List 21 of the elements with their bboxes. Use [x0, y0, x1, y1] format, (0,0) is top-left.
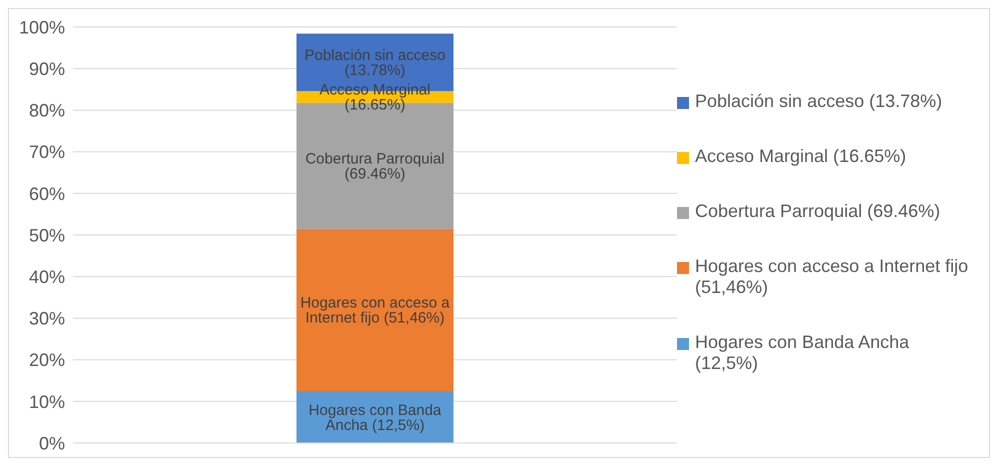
y-tick-label: 10% — [28, 392, 65, 412]
legend-label: Hogares con Banda Ancha (12,5%) — [695, 332, 910, 374]
legend-label: Acceso Marginal (16.65%) — [695, 146, 906, 166]
y-tick-label: 30% — [28, 308, 65, 329]
y-tick-label: 70% — [28, 142, 65, 162]
y-tick-label: 80% — [28, 100, 65, 121]
text: Hogares con acceso a Internet fijo (51,46%) — [300, 294, 450, 327]
y-tick-label: 50% — [28, 225, 65, 246]
y-tick-label: 60% — [28, 184, 65, 204]
y-tick-label: 20% — [28, 350, 65, 370]
y-tick-label: 40% — [28, 266, 65, 287]
y-tick-label: 90% — [28, 58, 65, 79]
text: Población sin acceso (13.78%) — [304, 47, 446, 80]
text: Hogares con Banda Ancha (12,5%) — [308, 402, 442, 434]
legend-label: Cobertura Parroquial (69.46%) — [695, 200, 940, 222]
y-tick-label: 100% — [18, 17, 65, 38]
legend-label: Hogares con acceso a Internet fijo (51,46%) — [695, 256, 970, 298]
bar — [296, 228, 454, 391]
y-tick-label: 0% — [38, 433, 65, 454]
text: Cobertura Parroquial (69.46%) — [305, 150, 445, 183]
legend-label: Población sin acceso (13.78%) — [695, 90, 942, 112]
